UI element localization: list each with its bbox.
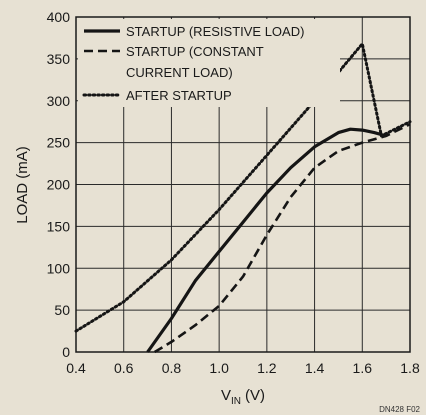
y-tick-label: 150 bbox=[47, 218, 71, 234]
x-axis-label: VIN (V) bbox=[221, 387, 265, 407]
y-tick-label: 50 bbox=[54, 302, 70, 318]
legend-label-series-constant-current-load: STARTUP (CONSTANT bbox=[126, 44, 264, 59]
x-tick-label: 0.8 bbox=[162, 360, 182, 376]
x-axis-label-main: V bbox=[221, 387, 231, 404]
x-tick-label: 0.6 bbox=[114, 360, 134, 376]
legend: STARTUP (RESISTIVE LOAD) STARTUP (CONSTAN… bbox=[82, 24, 304, 103]
series-resistive-load-line bbox=[146, 127, 387, 353]
y-tick-label: 300 bbox=[47, 93, 71, 109]
series-layer bbox=[74, 42, 412, 354]
legend-label-series-after-startup: AFTER STARTUP bbox=[126, 88, 232, 103]
figure-code: DN428 F02 bbox=[379, 405, 420, 414]
x-tick-label: 1.8 bbox=[400, 360, 420, 376]
legend-label-series-constant-current-load: CURRENT LOAD) bbox=[126, 65, 233, 80]
x-tick-label: 1.4 bbox=[305, 360, 325, 376]
legend-background bbox=[78, 19, 340, 107]
y-tick-label: 400 bbox=[47, 9, 71, 25]
x-tick-label: 1.0 bbox=[209, 360, 229, 376]
x-tick-label: 1.2 bbox=[257, 360, 277, 376]
y-axis-label: LOAD (mA) bbox=[14, 146, 31, 224]
y-tick-label: 250 bbox=[47, 135, 71, 151]
series-after-startup-line bbox=[74, 42, 412, 333]
legend-box bbox=[78, 19, 340, 107]
x-tick-labels: 0.4 0.6 0.8 1.0 1.2 1.4 1.6 1.8 bbox=[66, 360, 420, 376]
y-tick-label: 200 bbox=[47, 177, 71, 193]
y-tick-label: 350 bbox=[47, 51, 71, 67]
y-tick-label: 100 bbox=[47, 260, 71, 276]
series-constant-current-load-line bbox=[154, 123, 411, 354]
x-axis-label-unit: (V) bbox=[245, 387, 265, 404]
y-tick-labels: 0 50 100 150 200 250 300 350 400 bbox=[47, 9, 71, 360]
x-tick-label: 1.6 bbox=[353, 360, 373, 376]
plot-frame bbox=[75, 16, 411, 353]
y-tick-label: 0 bbox=[62, 344, 70, 360]
legend-label-series-resistive-load: STARTUP (RESISTIVE LOAD) bbox=[126, 24, 304, 39]
x-tick-label: 0.4 bbox=[66, 360, 86, 376]
x-axis-label-subscript: IN bbox=[231, 396, 241, 407]
